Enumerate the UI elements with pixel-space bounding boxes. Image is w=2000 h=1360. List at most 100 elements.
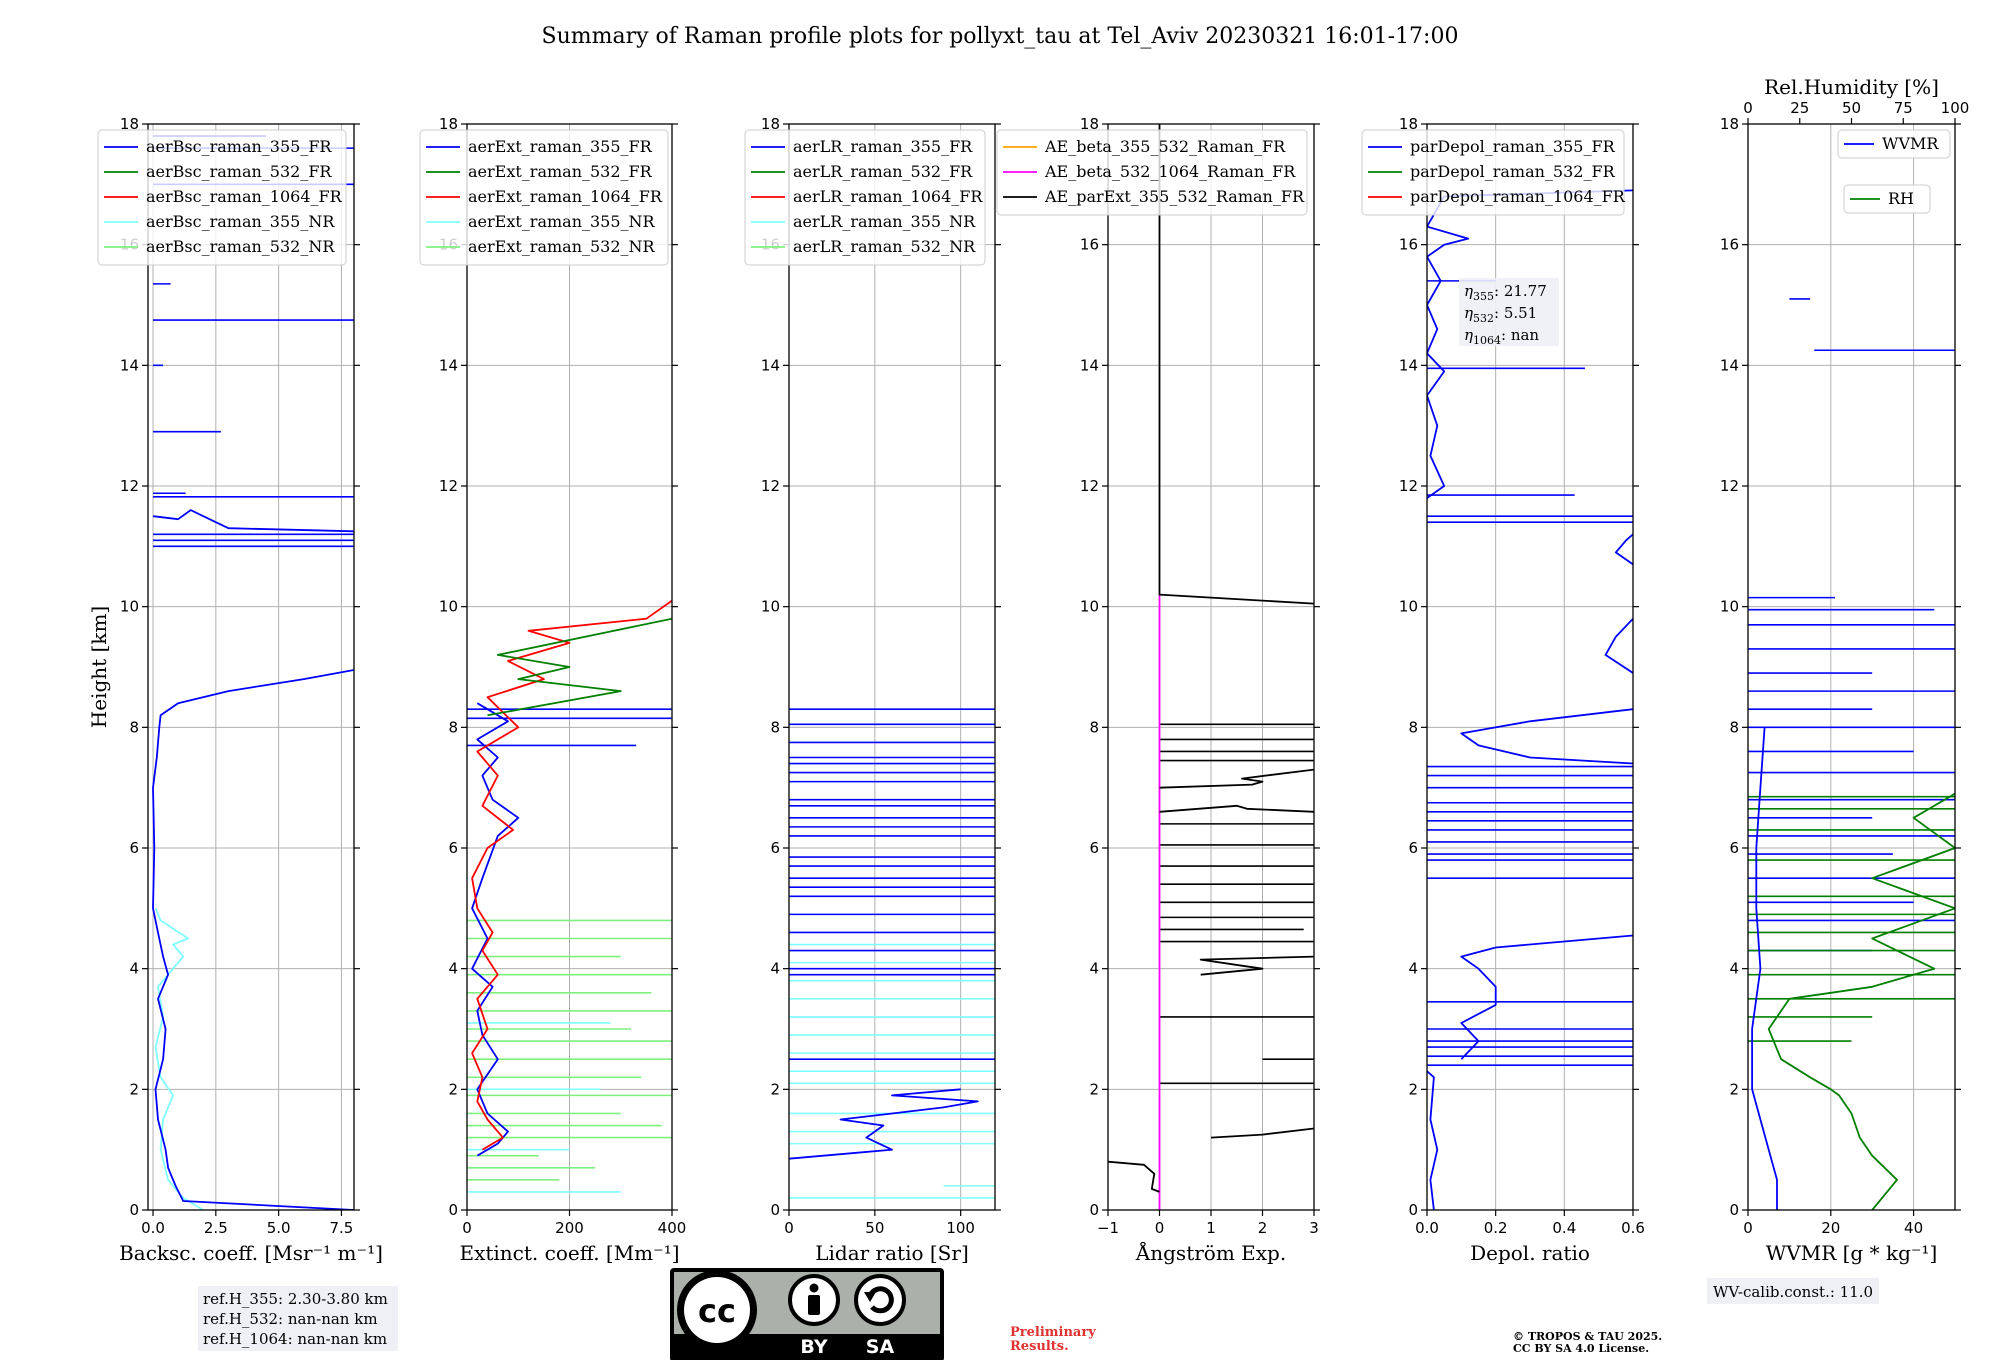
- y-tick-label: 6: [770, 839, 780, 857]
- y-tick-label: 2: [448, 1080, 458, 1098]
- y-tick-label: 4: [770, 960, 780, 978]
- note-box: [1707, 1278, 1879, 1304]
- y-tick-label: 10: [120, 598, 139, 616]
- y-tick-label: 18: [439, 115, 458, 133]
- x-top-tick-label: 50: [1842, 99, 1861, 117]
- x-top-tick-label: 0: [1743, 99, 1753, 117]
- axes-frame: [788, 123, 996, 1211]
- y-tick-label: 8: [1408, 718, 1418, 736]
- cc-license-badge: cc BY SA: [670, 1268, 944, 1360]
- y-tick-label: 0: [770, 1201, 780, 1219]
- legend-entry: aerBsc_raman_532_NR: [146, 237, 335, 256]
- legend-entry: aerExt_raman_1064_FR: [468, 187, 663, 206]
- note-line: η1064: nan: [1464, 326, 1539, 347]
- plot-area: [467, 599, 672, 1193]
- profile-line: [152, 669, 354, 1210]
- y-tick-label: 18: [120, 115, 139, 133]
- y-tick-label: 6: [129, 839, 139, 857]
- legend-entry: aerLR_raman_532_NR: [793, 237, 976, 256]
- y-tick-label: 10: [1720, 598, 1739, 616]
- plot-area: [1427, 189, 1633, 1210]
- x-top-tick-label: 100: [1941, 99, 1970, 117]
- x-tick-label: 0.0: [141, 1219, 165, 1237]
- grid: [148, 123, 354, 1211]
- note-line: η532: 5.51: [1464, 304, 1537, 325]
- reference-height-note: ref.H_355: 2.30-3.80 km ref.H_532: nan-na…: [198, 1286, 398, 1351]
- profile-line: [1108, 1160, 1160, 1193]
- x-tick-label: 0: [784, 1219, 794, 1237]
- y-tick-label: 18: [1399, 115, 1418, 133]
- x-tick-label: 50: [865, 1219, 884, 1237]
- legend-entry: aerBsc_raman_532_FR: [146, 162, 332, 181]
- y-tick-label: 8: [129, 718, 139, 736]
- y-tick-label: 2: [1089, 1080, 1099, 1098]
- legend-entry: AE_parExt_355_532_Raman_FR: [1044, 187, 1305, 206]
- legend: WVMR RH: [1837, 129, 1951, 214]
- axes-frame: [1747, 123, 1956, 1211]
- x-tick-label: 0.2: [1484, 1219, 1508, 1237]
- legend-entry: aerExt_raman_532_NR: [468, 237, 656, 256]
- legend: AE_beta_355_532_Raman_FR AE_beta_532_1064…: [996, 129, 1308, 216]
- y-tick-label: 14: [1399, 356, 1418, 374]
- x-axis-label: Lidar ratio [Sr]: [815, 1241, 969, 1265]
- person-body: [808, 1295, 820, 1315]
- y-tick-label: 6: [1729, 839, 1739, 857]
- preliminary-note: Results.: [1010, 1339, 1069, 1354]
- panel-lidar_ratio: 024681012141618050100Lidar ratio [Sr]aer…: [744, 115, 1001, 1265]
- profile-line: [1199, 955, 1314, 976]
- preliminary-note: Preliminary: [1010, 1325, 1096, 1340]
- x-top-tick-label: 75: [1894, 99, 1913, 117]
- profile-line: [1427, 189, 1633, 499]
- recycle-arrow: [867, 1286, 894, 1314]
- y-tick-label: 4: [1408, 960, 1418, 978]
- legend-entry: aerExt_raman_355_NR: [468, 212, 656, 231]
- cc-mark: cc: [698, 1292, 736, 1330]
- sa-recycle-icon: [854, 1274, 906, 1326]
- legend-entry: aerLR_raman_355_NR: [793, 212, 976, 231]
- y-tick-label: 4: [129, 960, 139, 978]
- profile-line: [471, 599, 672, 1151]
- legend-entry: parDepol_raman_355_FR: [1410, 137, 1616, 156]
- y-tick-label: 0: [1089, 1201, 1099, 1219]
- legend-entry: AE_beta_532_1064_Raman_FR: [1044, 162, 1296, 181]
- grid: [1107, 123, 1315, 1211]
- x-tick-label: 0.4: [1552, 1219, 1576, 1237]
- plot-area: [152, 135, 354, 1210]
- profile-line: [1159, 768, 1314, 789]
- y-tick-label: 2: [129, 1080, 139, 1098]
- person-head: [809, 1283, 819, 1293]
- y-tick-label: 14: [1720, 356, 1739, 374]
- panel-extinction: 0246810121416180200400Extinct. coeff. [M…: [419, 115, 686, 1265]
- legend-entry: aerLR_raman_355_FR: [793, 137, 973, 156]
- y-tick-label: 18: [761, 115, 780, 133]
- note-box: [198, 1286, 398, 1351]
- cc-sa-label: SA: [866, 1336, 895, 1358]
- y-tick-label: 10: [439, 598, 458, 616]
- y-tick-label: 6: [1089, 839, 1099, 857]
- plot-area: [1748, 298, 1955, 1210]
- y-tick-label: 18: [1720, 115, 1739, 133]
- x-axis-label: Depol. ratio: [1470, 1241, 1590, 1265]
- y-tick-label: 10: [1080, 598, 1099, 616]
- profile-line: [154, 907, 204, 1210]
- profile-line: [1158, 124, 1314, 605]
- y-tick-label: 18: [1080, 115, 1099, 133]
- legend: aerLR_raman_355_FR aerLR_raman_532_FR aerL…: [744, 129, 986, 266]
- legend-entry: aerBsc_raman_355_NR: [146, 212, 335, 231]
- y-tick-label: 10: [1399, 598, 1418, 616]
- y-axis-label: Height [km]: [87, 606, 111, 728]
- y-tick-label: 2: [770, 1080, 780, 1098]
- legend: parDepol_raman_355_FR parDepol_raman_532_…: [1361, 129, 1626, 216]
- legend-entry: aerLR_raman_1064_FR: [793, 187, 983, 206]
- y-tick-label: 4: [1729, 960, 1739, 978]
- y-tick-label: 14: [120, 356, 139, 374]
- axes-frame: [1426, 123, 1634, 1211]
- cc-icon: [684, 1277, 750, 1343]
- note-line: ref.H_1064: nan-nan km: [203, 1330, 387, 1348]
- note-box: [1459, 278, 1559, 346]
- legend-entry: parDepol_raman_532_FR: [1410, 162, 1616, 181]
